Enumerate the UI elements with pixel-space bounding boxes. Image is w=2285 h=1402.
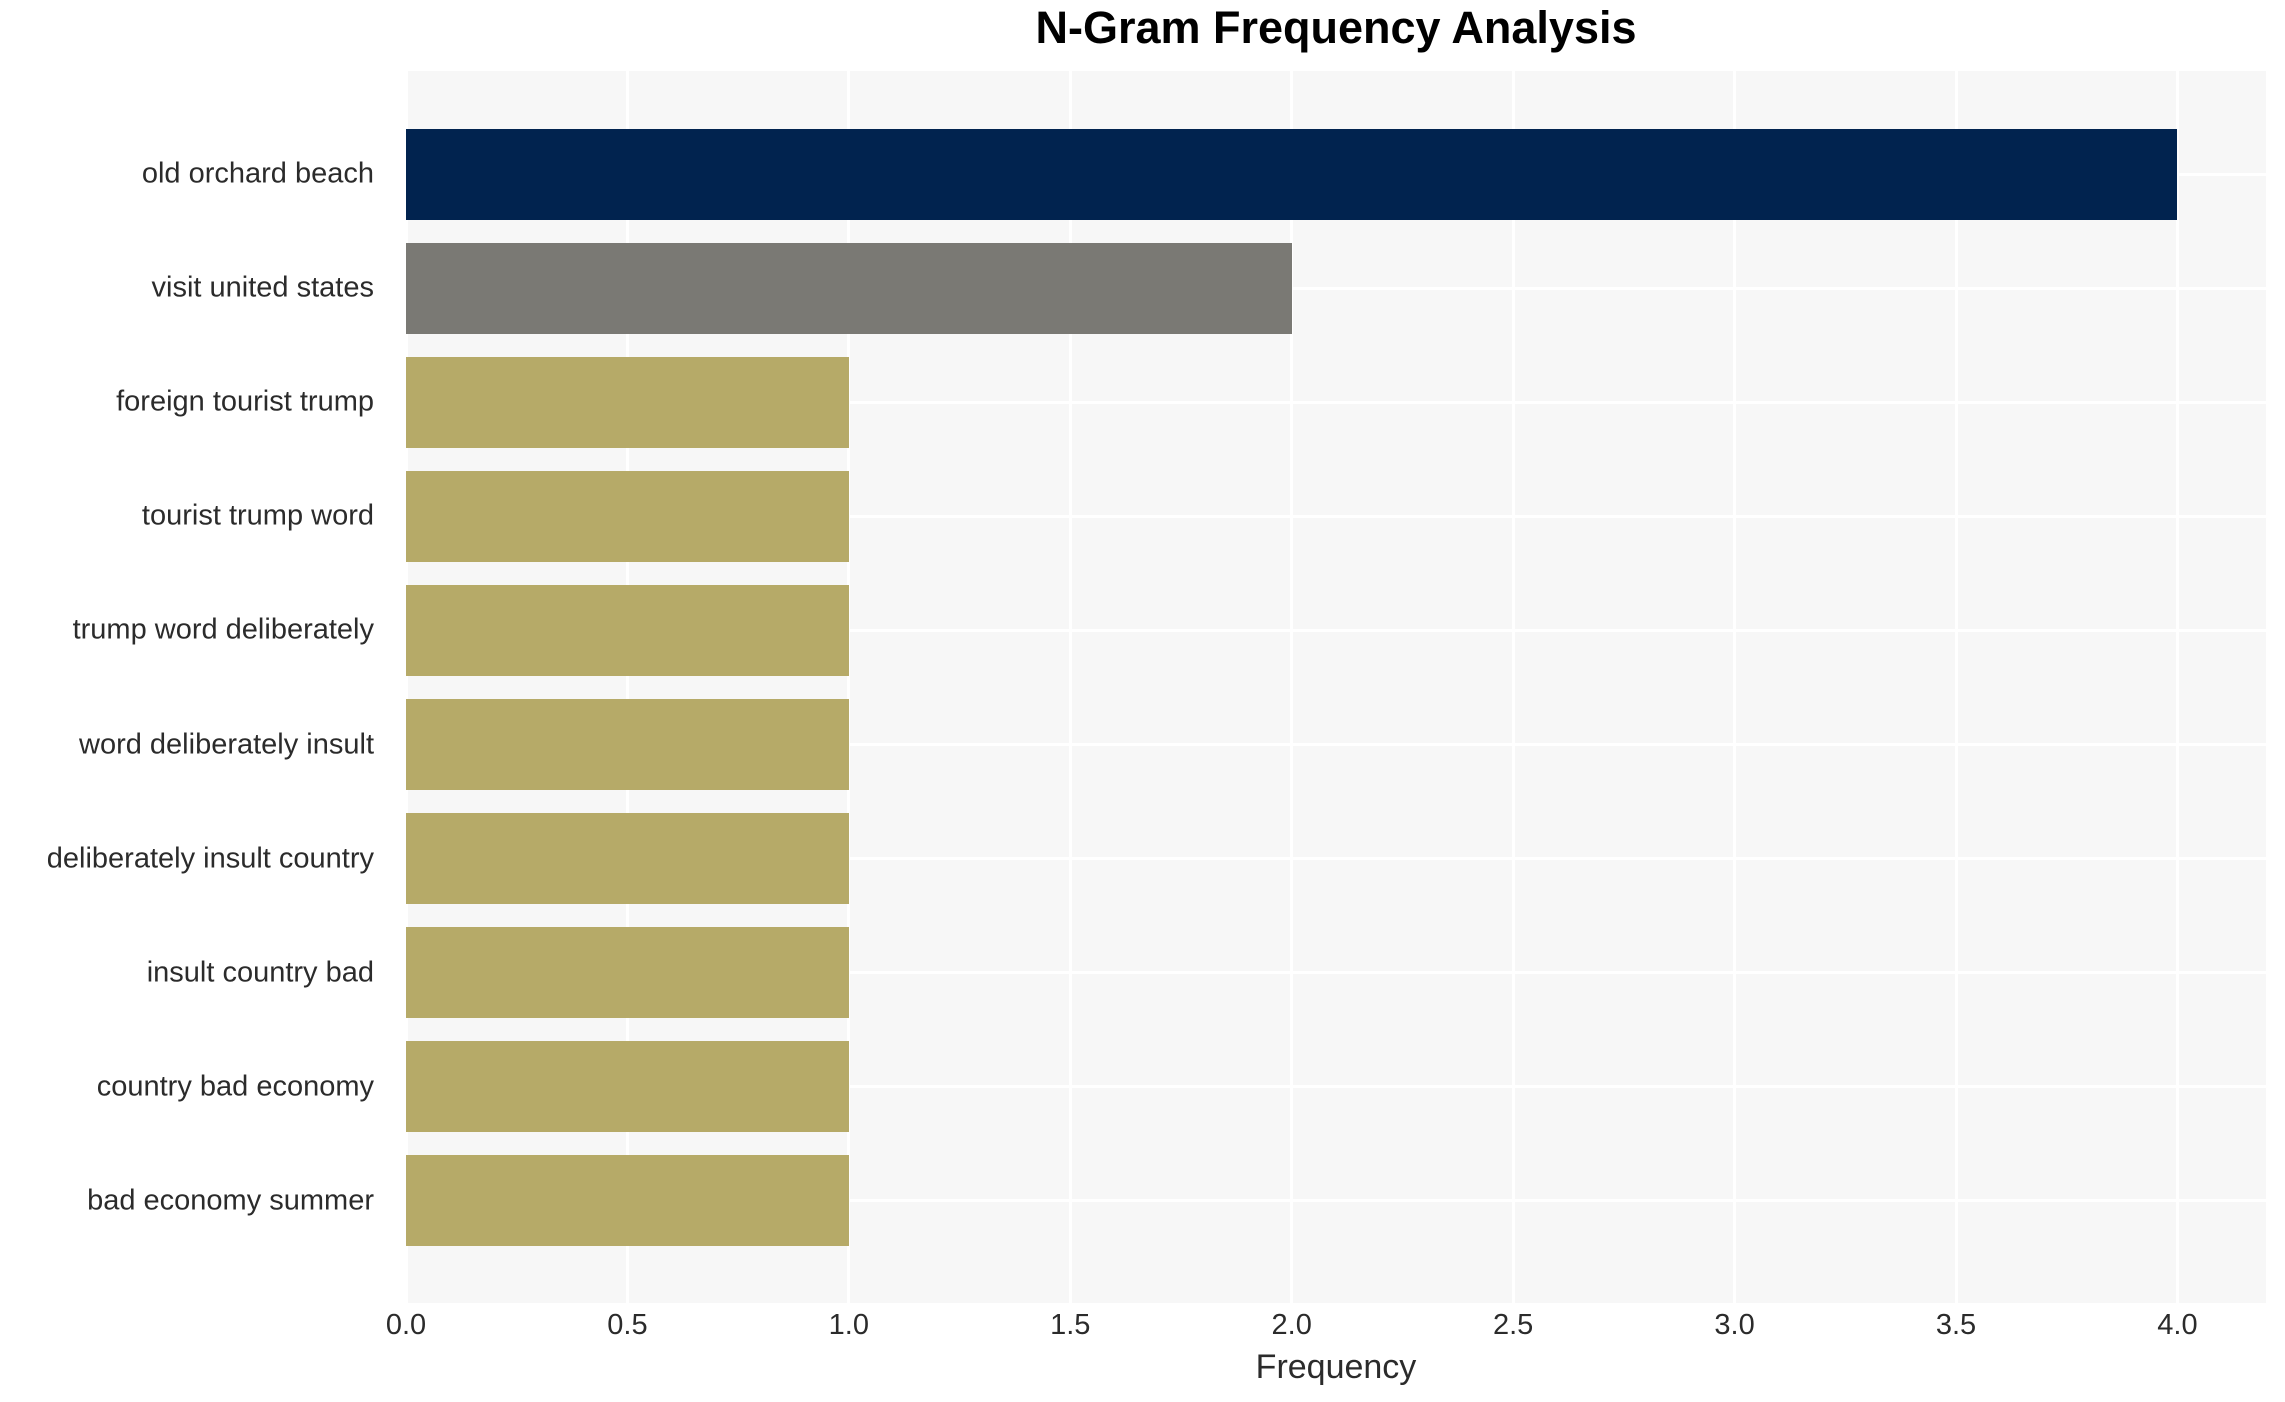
y-tick-label: old orchard beach — [141, 157, 374, 190]
x-tick-label: 3.0 — [1714, 1309, 1755, 1341]
y-tick-label: country bad economy — [96, 1070, 374, 1103]
x-gridline — [1290, 71, 1294, 1303]
y-tick-label: trump word deliberately — [72, 613, 374, 646]
x-tick-label: 0.5 — [607, 1309, 648, 1341]
bar-foreign-tourist-trump — [406, 356, 849, 448]
bar-visit-united-states — [406, 242, 1292, 334]
bar-trump-word-deliberately — [406, 584, 849, 676]
y-gridline — [406, 857, 2266, 861]
y-tick-label: tourist trump word — [141, 499, 374, 532]
x-tick-label: 2.0 — [1271, 1309, 1312, 1341]
x-gridline — [1954, 71, 1958, 1303]
x-tick-label: 3.5 — [1935, 1309, 1977, 1341]
y-tick-label: word deliberately insult — [79, 728, 374, 761]
y-gridline — [406, 628, 2266, 632]
bar-word-deliberately-insult — [406, 699, 849, 791]
x-gridline — [1068, 71, 1072, 1303]
y-tick-label: insult country bad — [146, 956, 374, 989]
y-gridline — [406, 743, 2266, 747]
bar-insult-country-bad — [406, 927, 849, 1019]
y-tick-label: deliberately insult country — [46, 842, 374, 875]
x-tick-label: 1.0 — [828, 1309, 870, 1341]
x-gridline — [1511, 71, 1515, 1303]
y-gridline — [406, 286, 2266, 290]
y-tick-label: visit united states — [151, 271, 374, 304]
x-tick-label: 4.0 — [2157, 1309, 2198, 1341]
y-tick-label: bad economy summer — [87, 1184, 374, 1217]
x-gridline — [625, 71, 629, 1303]
x-tick-label: 2.5 — [1492, 1309, 1534, 1341]
bar-bad-economy-summer — [406, 1155, 849, 1247]
y-gridline — [406, 971, 2266, 975]
y-axis-labels: old orchard beach visit united states fore… — [0, 71, 390, 1303]
x-gridline — [2175, 71, 2179, 1303]
x-gridline — [847, 71, 851, 1303]
y-gridline — [406, 1085, 2266, 1089]
plot-area — [404, 71, 2266, 1303]
bar-old-orchard-beach — [406, 128, 2178, 220]
x-axis-tick-labels: 0.0 0.5 1.0 1.5 2.0 2.5 3.0 3.5 4.0 — [386, 1309, 2266, 1349]
y-gridline — [406, 400, 2266, 404]
x-gridline — [404, 71, 408, 1303]
y-gridline — [406, 514, 2266, 518]
chart-title: N-Gram Frequency Analysis — [1035, 2, 1637, 53]
x-gridline — [1733, 71, 1737, 1303]
bar-deliberately-insult-country — [406, 813, 849, 905]
x-tick-label: 0.0 — [385, 1309, 427, 1341]
x-axis-label: Frequency — [1255, 1348, 1417, 1386]
bar-tourist-trump-word — [406, 470, 849, 562]
y-gridline — [406, 1199, 2266, 1203]
y-tick-label: foreign tourist trump — [116, 385, 374, 418]
x-tick-label: 1.5 — [1050, 1309, 1091, 1341]
bar-country-bad-economy — [406, 1041, 849, 1133]
